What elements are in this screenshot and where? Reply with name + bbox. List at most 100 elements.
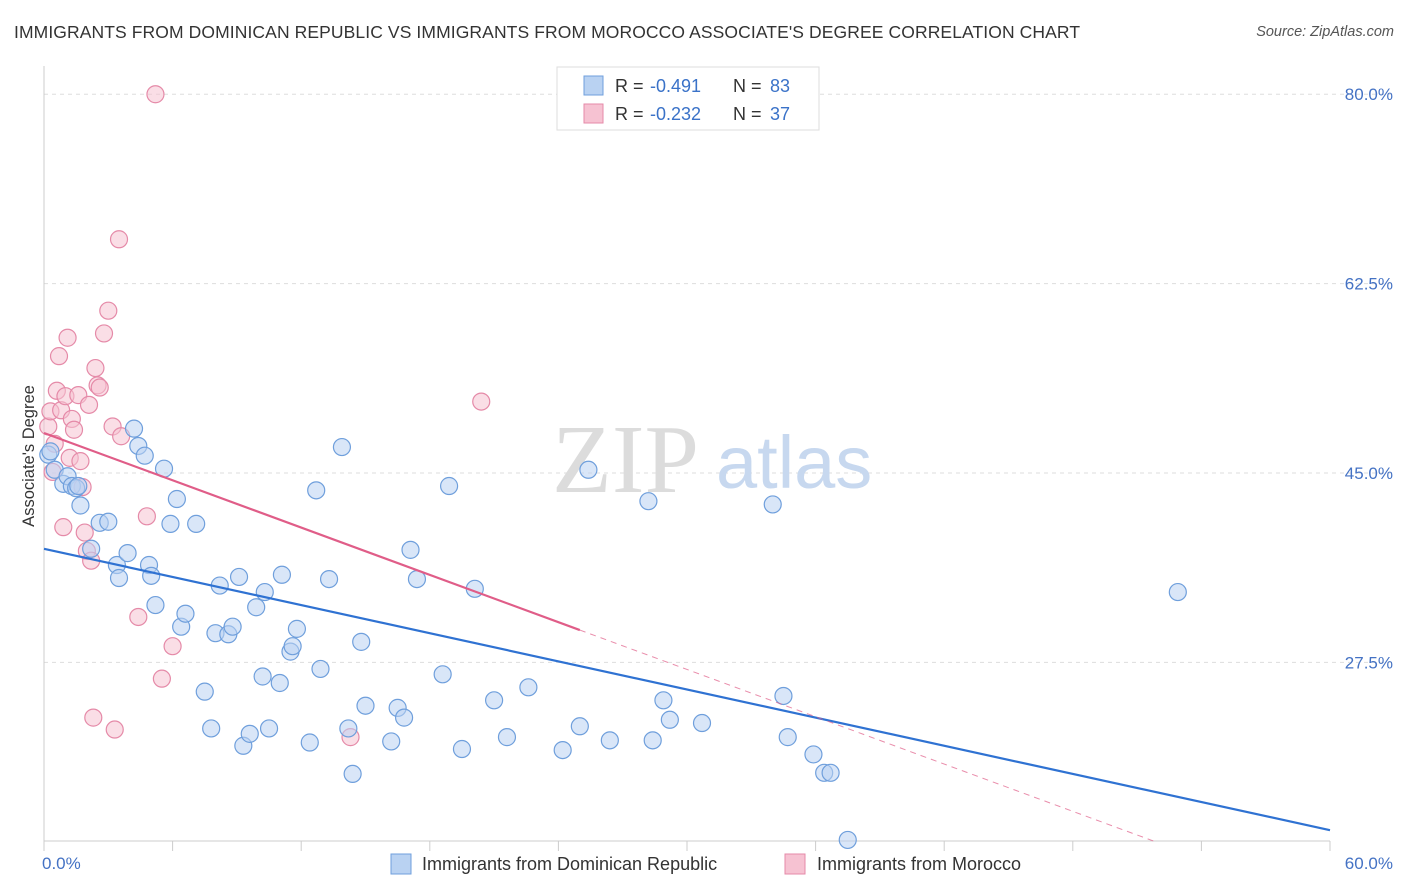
dominican-point-74 — [763, 495, 782, 514]
dominican-trend-line — [43, 547, 1331, 832]
dominican-point-42 — [283, 637, 302, 656]
dominican-point-73 — [692, 713, 712, 733]
legend-r-label-pink: R = — [615, 104, 644, 124]
morocco-point-26 — [105, 720, 124, 739]
morocco-point-32 — [163, 637, 182, 656]
dominican-point-44 — [300, 733, 319, 752]
dominican-point-68 — [600, 731, 619, 750]
watermark: ZIP atlas — [552, 406, 872, 514]
dominican-point-10 — [99, 512, 118, 531]
dominican-point-1 — [41, 442, 60, 461]
dominican-point-35 — [247, 598, 266, 617]
morocco-trend-line-extension — [579, 629, 1154, 842]
legend-n-value-pink: 37 — [770, 104, 790, 124]
series-legend-swatch-pink — [784, 853, 806, 875]
morocco-point-11 — [64, 420, 84, 439]
dominican-point-8 — [82, 539, 101, 558]
dominican-point-7 — [71, 496, 90, 515]
dominican-point-79 — [821, 763, 840, 782]
morocco-point-19 — [84, 708, 103, 727]
y-tick-label-0: 27.5% — [1345, 653, 1393, 672]
dominican-point-66 — [570, 717, 589, 736]
dominican-point-82 — [69, 476, 88, 496]
dominican-point-58 — [433, 665, 452, 684]
morocco-point-13 — [71, 452, 90, 471]
dominican-point-72 — [660, 710, 679, 729]
morocco-point-28 — [129, 607, 148, 627]
dominican-point-12 — [109, 568, 129, 588]
dominican-point-70 — [643, 731, 662, 750]
morocco-point-0 — [39, 417, 58, 436]
dominican-point-27 — [202, 719, 221, 738]
dominican-point-16 — [135, 446, 154, 465]
dominican-point-69 — [639, 492, 658, 511]
morocco-point-29 — [137, 507, 156, 526]
dominican-point-13 — [118, 544, 137, 563]
morocco-point-23 — [94, 324, 114, 343]
dominican-point-65 — [553, 740, 572, 760]
dominican-point-46 — [311, 659, 330, 679]
morocco-point-6 — [54, 518, 73, 537]
x-tick-label-min: 0.0% — [42, 854, 81, 873]
dominican-point-43 — [287, 619, 307, 638]
legend-n-value-blue: 83 — [770, 76, 790, 96]
series-legend-label-blue: Immigrants from Dominican Republic — [422, 854, 717, 874]
y-axis-title: Associate's Degree — [20, 385, 38, 527]
source-credit: Source: ZipAtlas.com — [1256, 24, 1394, 40]
dominican-point-36 — [253, 667, 272, 686]
morocco-point-22 — [90, 378, 109, 397]
dominican-point-39 — [270, 673, 289, 693]
x-tick-label-max: 60.0% — [1345, 854, 1393, 873]
morocco-point-8 — [58, 328, 77, 347]
dominican-point-21 — [161, 514, 180, 533]
dominican-point-14 — [124, 419, 144, 438]
dominican-point-60 — [452, 739, 472, 759]
y-tick-label-2: 62.5% — [1345, 275, 1393, 294]
dominican-point-38 — [259, 719, 279, 738]
grid-lines — [44, 93, 1392, 663]
watermark-zip: ZIP — [552, 406, 699, 514]
dominican-point-51 — [352, 632, 371, 651]
legend-r-value-blue: -0.491 — [650, 76, 701, 96]
legend-swatch-blue — [583, 75, 604, 96]
chart-title: IMMIGRANTS FROM DOMINICAN REPUBLIC VS IM… — [14, 22, 1081, 42]
dominican-point-26 — [195, 682, 214, 701]
dominican-point-24 — [176, 604, 195, 623]
legend-n-label-pink: N = — [733, 104, 762, 124]
legend-n-label-blue: N = — [733, 76, 762, 96]
morocco-point-34 — [472, 392, 491, 411]
dominican-point-81 — [1168, 582, 1187, 602]
dominican-point-45 — [307, 481, 326, 500]
dominican-point-80 — [838, 830, 857, 850]
dominican-point-25 — [187, 514, 206, 533]
dominican-point-50 — [343, 764, 362, 783]
morocco-point-20 — [86, 358, 105, 378]
dominican-point-71 — [654, 691, 673, 710]
morocco-point-4 — [49, 347, 69, 366]
morocco-point-15 — [75, 523, 94, 542]
morocco-point-30 — [146, 85, 165, 104]
dominican-point-40 — [272, 565, 292, 584]
dominican-point-76 — [778, 728, 797, 747]
scatter-points — [39, 85, 1187, 850]
morocco-point-17 — [79, 395, 99, 414]
dominican-point-19 — [146, 595, 165, 615]
dominican-point-32 — [229, 567, 249, 587]
watermark-atlas: atlas — [716, 421, 872, 504]
y-tick-label-1: 45.0% — [1345, 464, 1393, 483]
dominican-point-53 — [382, 732, 401, 751]
morocco-point-27 — [109, 230, 129, 249]
dominican-point-34 — [240, 724, 259, 743]
legend-swatch-pink — [583, 103, 604, 124]
morocco-trend-line — [43, 431, 581, 632]
y-tick-label-3: 80.0% — [1345, 85, 1393, 104]
series-legend-swatch-blue — [390, 853, 412, 875]
dominican-point-56 — [401, 540, 420, 559]
dominican-point-75 — [774, 686, 793, 706]
dominican-point-22 — [167, 489, 186, 509]
dominican-point-55 — [394, 708, 414, 727]
dominican-point-52 — [356, 696, 375, 715]
dominican-point-77 — [804, 745, 823, 764]
dominican-point-47 — [319, 569, 339, 589]
